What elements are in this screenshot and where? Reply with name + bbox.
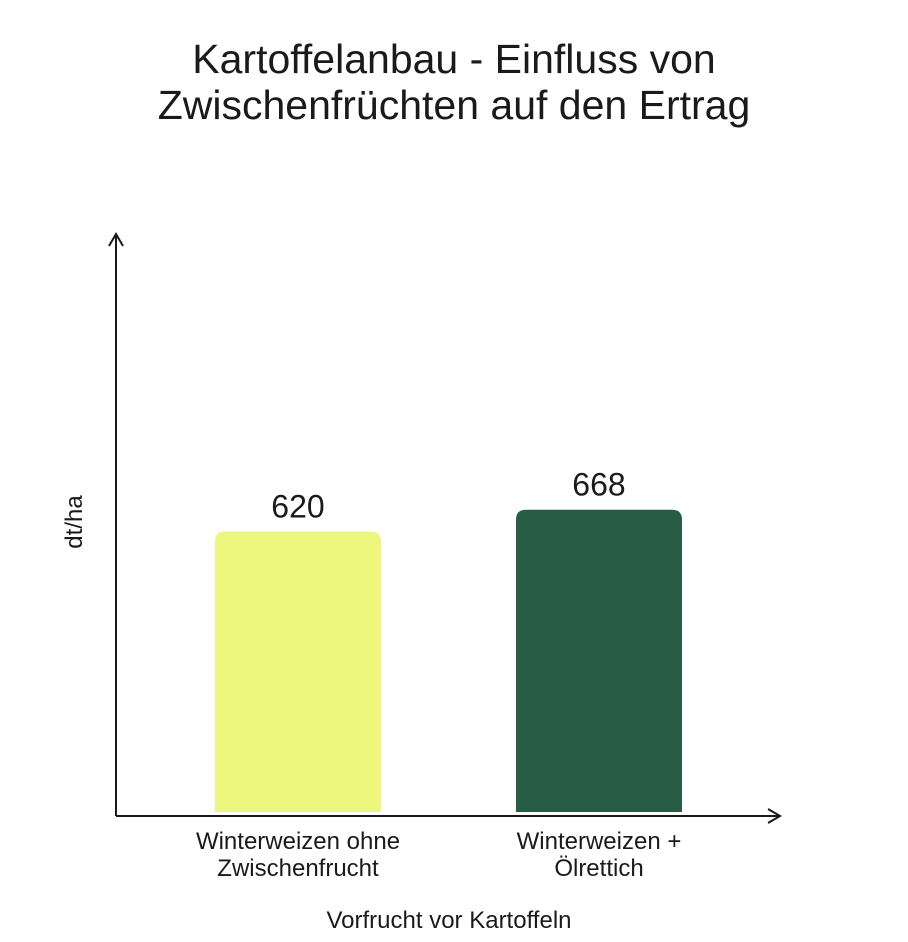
bars-group [215, 509, 682, 812]
x-tick-label-1-line-2: Zwischenfrucht [217, 855, 379, 882]
bar-value-label-2: 668 [572, 467, 625, 503]
bar-2 [516, 509, 682, 812]
bar-value-label-1: 620 [271, 488, 324, 524]
x-tick-label-2-line-2: Ölrettich [554, 855, 643, 882]
bar-1 [215, 531, 381, 812]
y-axis-label: dt/ha [61, 495, 88, 549]
y-axis-arrow-icon [108, 232, 124, 247]
x-axis-arrow-icon [767, 808, 782, 824]
x-axis-label: Vorfrucht vor Kartoffeln [326, 907, 571, 934]
value-labels-group: 620 668 [271, 467, 625, 525]
x-tick-label-1-line-1: Winterweizen ohne [196, 828, 400, 855]
chart-title-line-2: Zwischenfrüchten auf den Ertrag [157, 82, 751, 128]
chart-title-line-1: Kartoffelanbau - Einfluss von [192, 36, 716, 82]
x-tick-label-2-line-1: Winterweizen + [517, 828, 682, 855]
chart-title: Kartoffelanbau - Einfluss von Zwischenfr… [0, 36, 908, 128]
